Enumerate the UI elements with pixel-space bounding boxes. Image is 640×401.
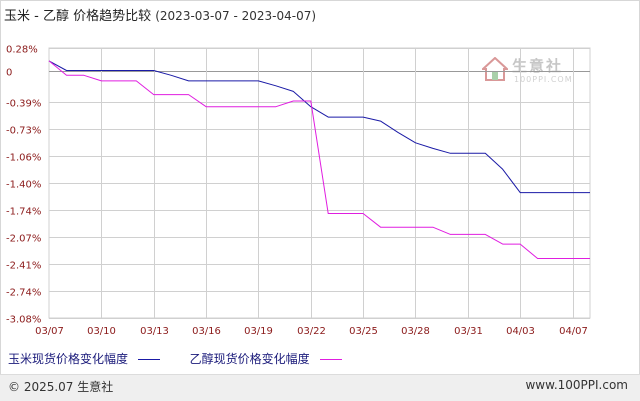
series-line-corn: [48, 60, 590, 194]
x-tick-label: 04/07: [559, 326, 588, 337]
chart-title: 玉米 - 乙醇 价格趋势比较 (2023-03-07 - 2023-04-07): [4, 5, 316, 24]
x-tick-label: 04/03: [506, 326, 535, 337]
x-axis-ticks: 03/07 03/10 03/13 03/16 03/19 03/22 03/25 03/28…: [35, 326, 588, 337]
x-tick-label: 03/28: [401, 326, 430, 337]
watermark-url: 100PPI.COM: [514, 75, 573, 84]
house-icon: [482, 57, 508, 81]
x-tick-label: 03/16: [192, 326, 221, 337]
y-tick-label: -1.74%: [6, 207, 41, 218]
legend-item-ethanol: 乙醇现货价格变化幅度: [190, 350, 342, 367]
y-tick-label: -2.07%: [6, 234, 41, 245]
y-tick-label: 0.28%: [6, 45, 38, 56]
footer-copyright: © 2025.07 生意社: [8, 380, 114, 394]
legend-swatch-corn: [137, 359, 160, 360]
x-tick-label: 03/31: [454, 326, 483, 337]
grid-layer: [48, 47, 591, 319]
footer-bar: [0, 374, 640, 401]
chart-title-main: 玉米 - 乙醇 价格趋势比较: [4, 9, 152, 24]
x-tick-label: 03/07: [35, 326, 64, 337]
line-chart: 0.28% 0 -0.39% -0.73% -1.06% -1.40% -1.74% -2.0…: [6, 45, 591, 337]
y-tick-label: -2.41%: [6, 261, 41, 272]
x-tick-label: 03/22: [297, 326, 326, 337]
y-tick-label: -1.40%: [6, 180, 41, 191]
legend-label-corn: 玉米现货价格变化幅度: [8, 352, 129, 366]
y-tick-label: -3.08%: [6, 315, 41, 326]
y-tick-label: -0.73%: [6, 126, 41, 137]
y-axis-ticks: 0.28% 0 -0.39% -0.73% -1.06% -1.40% -1.74% -2.0…: [6, 45, 41, 326]
legend: 玉米现货价格变化幅度 乙醇现货价格变化幅度: [8, 350, 368, 367]
y-tick-label: -0.39%: [6, 99, 41, 110]
legend-label-ethanol: 乙醇现货价格变化幅度: [189, 352, 310, 366]
legend-swatch-ethanol: [319, 359, 342, 360]
series-line-ethanol: [48, 60, 590, 259]
x-tick-label: 03/25: [349, 326, 378, 337]
x-tick-label: 03/19: [244, 326, 273, 337]
x-tick-label: 03/10: [87, 326, 116, 337]
watermark-logo: 生意社 100PPI.COM: [482, 55, 582, 95]
y-tick-label: -2.74%: [6, 288, 41, 299]
y-tick-label: 0: [6, 68, 12, 79]
watermark-name: 生意社: [512, 57, 564, 75]
y-tick-label: -1.06%: [6, 153, 41, 164]
footer-site-link[interactable]: www.100PPI.com: [525, 378, 628, 392]
x-tick-label: 03/13: [140, 326, 169, 337]
chart-date-range: (2023-03-07 - 2023-04-07): [155, 9, 317, 23]
legend-item-corn: 玉米现货价格变化幅度: [8, 350, 160, 367]
series-layer: [48, 60, 590, 259]
